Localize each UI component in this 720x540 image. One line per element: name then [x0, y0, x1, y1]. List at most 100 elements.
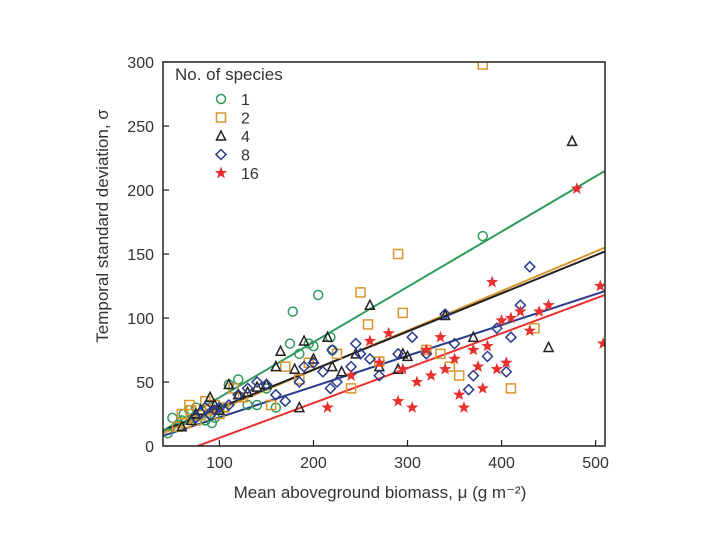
data-point — [237, 392, 249, 403]
data-point — [330, 375, 344, 389]
x-tick-label: 300 — [394, 455, 421, 472]
data-point — [448, 352, 461, 365]
data-point — [321, 401, 334, 413]
legend-marker-1 — [215, 93, 227, 105]
data-point — [532, 305, 546, 317]
legend-title: No. of species — [175, 65, 283, 84]
data-point — [316, 365, 329, 378]
series-2-species — [171, 62, 540, 433]
legend-label-1: 1 — [241, 92, 250, 109]
data-point — [373, 369, 386, 382]
data-point — [350, 347, 362, 359]
data-point — [410, 375, 424, 388]
data-point — [448, 337, 461, 350]
data-point — [391, 394, 405, 407]
y-tick-label: 50 — [136, 375, 154, 392]
data-point — [232, 374, 244, 385]
x-tick-label: 400 — [488, 455, 515, 472]
data-point — [321, 330, 334, 342]
data-point — [514, 305, 527, 317]
data-point — [594, 279, 605, 292]
y-tick-label: 300 — [127, 55, 154, 72]
data-point — [462, 383, 475, 396]
data-point — [481, 339, 494, 352]
legend-marker-16 — [214, 166, 228, 179]
fit-line-4-species — [163, 250, 605, 432]
y-tick-label: 0 — [145, 439, 154, 456]
data-point — [222, 398, 235, 412]
fit-line-1-species — [163, 169, 605, 432]
data-point — [504, 311, 518, 324]
data-point — [167, 412, 178, 424]
data-point — [471, 360, 485, 372]
data-point — [298, 334, 310, 346]
data-point — [439, 308, 452, 321]
data-point — [477, 230, 488, 242]
data-point — [251, 380, 263, 392]
data-point — [344, 369, 358, 381]
data-point — [542, 340, 555, 353]
data-point — [392, 248, 404, 260]
data-point — [251, 399, 263, 411]
data-point — [373, 356, 386, 369]
data-point — [566, 134, 578, 147]
data-point — [485, 275, 499, 288]
data-point — [294, 374, 305, 385]
y-axis-label: Temporal standard deviation, σ — [93, 109, 112, 343]
legend-label-2: 2 — [241, 111, 250, 128]
data-point — [269, 388, 282, 401]
data-point — [260, 378, 273, 391]
data-point — [288, 362, 301, 374]
data-point — [349, 337, 362, 350]
data-point — [435, 348, 446, 360]
data-point — [500, 365, 513, 378]
data-point — [392, 347, 405, 360]
data-point — [396, 362, 409, 375]
data-point — [250, 375, 264, 389]
y-tick-label: 150 — [127, 247, 154, 264]
data-point — [345, 383, 357, 394]
data-point — [232, 388, 245, 401]
x-tick-label: 500 — [582, 455, 609, 472]
data-point — [274, 344, 287, 357]
data-point — [457, 401, 471, 413]
data-point — [223, 377, 235, 390]
data-point — [298, 360, 311, 373]
y-tick-label: 250 — [127, 119, 154, 136]
data-point — [477, 62, 488, 70]
x-axis-label: Mean aboveground biomass, μ (g m⁻²) — [234, 483, 527, 502]
data-point — [363, 352, 376, 366]
data-point — [208, 404, 221, 417]
y-tick-label: 200 — [127, 183, 154, 200]
legend-label-4: 4 — [241, 129, 250, 146]
data-point — [490, 362, 504, 375]
data-point — [363, 334, 377, 347]
data-point — [406, 331, 419, 344]
data-point — [424, 369, 438, 381]
data-point — [199, 401, 212, 414]
data-point — [397, 307, 409, 319]
data-point — [176, 420, 188, 432]
data-point — [420, 343, 433, 356]
data-point — [467, 343, 480, 356]
data-point — [326, 343, 339, 357]
data-point — [213, 401, 226, 414]
data-point — [476, 381, 489, 394]
data-point — [324, 382, 337, 395]
data-point — [406, 401, 419, 413]
data-point — [335, 365, 348, 377]
data-point — [523, 260, 536, 273]
data-point — [504, 331, 518, 344]
data-point — [307, 352, 320, 364]
legend-marker-8 — [214, 148, 228, 161]
data-point — [307, 356, 320, 369]
data-point — [265, 399, 277, 411]
data-point — [364, 298, 376, 310]
series-16-species — [321, 182, 605, 413]
data-point — [453, 370, 465, 381]
data-point — [401, 349, 414, 362]
data-point — [355, 287, 366, 298]
data-point — [279, 395, 292, 408]
data-point — [500, 356, 513, 369]
data-point — [293, 400, 306, 413]
